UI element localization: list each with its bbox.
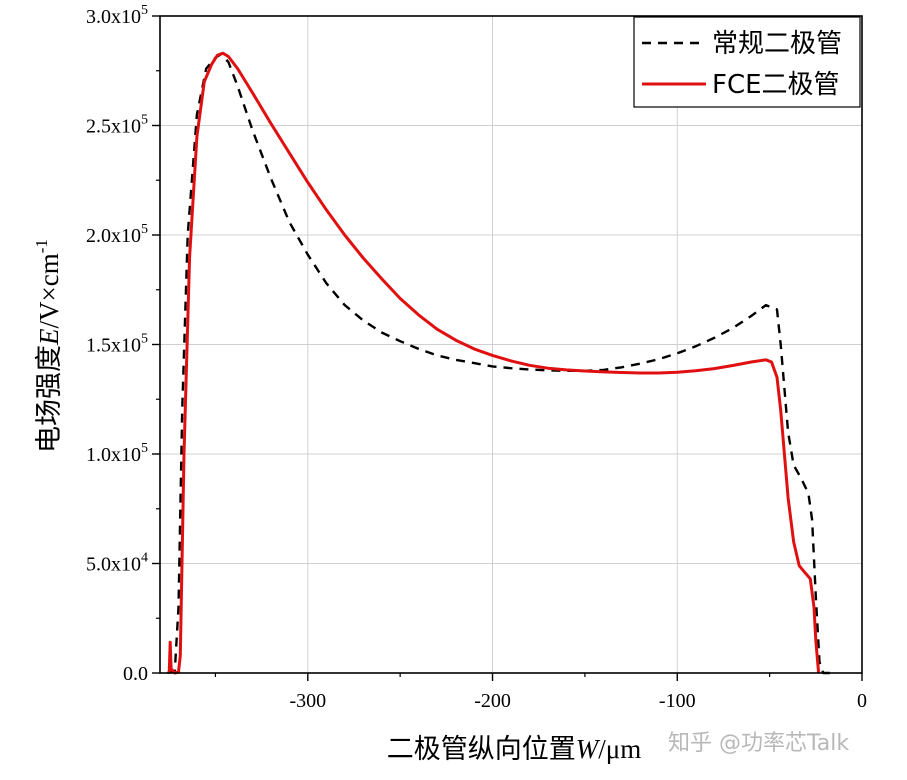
watermark-text: 知乎 @功率芯Talk [668, 731, 849, 756]
axis-ticks [152, 15, 863, 681]
y-tick-label: 1.0x105 [86, 441, 148, 466]
legend: 常规二极管 FCE二极管 [633, 16, 861, 108]
y-tick-label: 1.5x105 [86, 332, 148, 357]
x-tick-label: -300 [289, 690, 326, 712]
y-tick-labels: 0.0 5.0x104 1.0x105 1.5x105 2.0x105 2.5x105 3.… [86, 3, 148, 685]
y-tick-label: 2.5x105 [86, 113, 148, 138]
x-axis-title: 二极管纵向位置W/μm [387, 734, 641, 764]
y-tick-label: 5.0x104 [86, 551, 148, 576]
legend-label-series-1: 常规二极管 [712, 29, 842, 59]
x-tick-label: -200 [474, 690, 511, 712]
x-tick-label: -100 [659, 690, 696, 712]
series-line-2 [167, 51, 821, 675]
y-tick-label: 3.0x105 [86, 3, 148, 28]
y-axis-title: 电场强度E/V×cm-1 [32, 239, 64, 453]
y-tick-label: 0.0 [123, 663, 148, 685]
x-tick-labels: -300 -200 -100 0 [289, 690, 867, 712]
series-layer [167, 51, 833, 675]
x-tick-label: 0 [857, 690, 867, 712]
gridlines [160, 16, 862, 673]
legend-box [633, 16, 861, 108]
legend-label-series-2: FCE二极管 [712, 70, 840, 100]
y-tick-label: 2.0x105 [86, 222, 148, 247]
